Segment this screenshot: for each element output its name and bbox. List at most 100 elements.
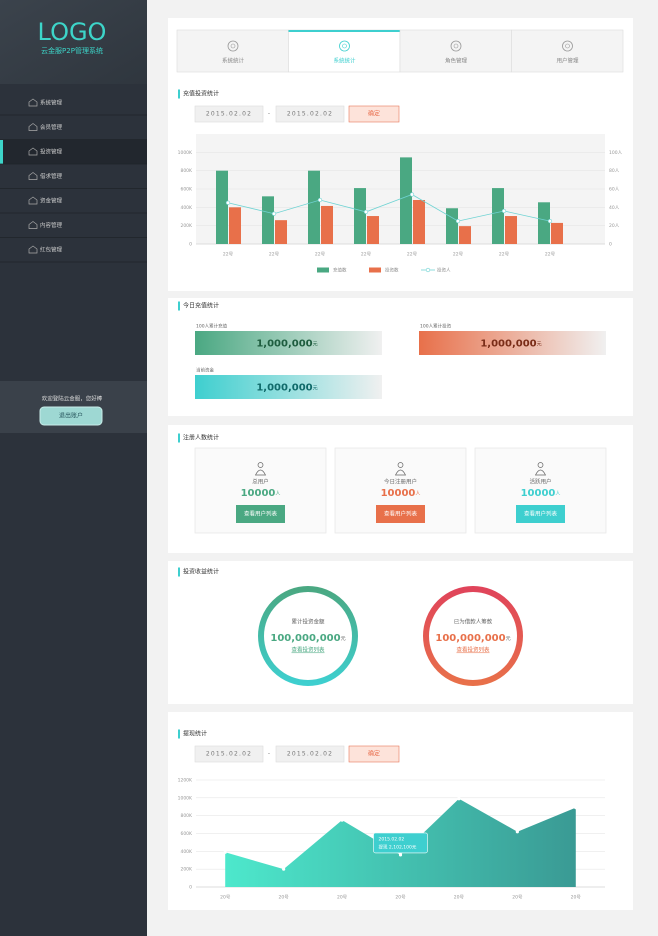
income-unit: 元	[341, 636, 346, 642]
date-value[interactable]: 2015.02.02	[287, 111, 333, 118]
confirm-button[interactable]	[348, 105, 400, 123]
user-label: 今日注册用户	[384, 478, 417, 486]
income-ring	[258, 586, 358, 686]
stat-bar	[419, 331, 606, 355]
welcome: 欢迎登陆云金服，您好棒	[42, 395, 103, 403]
count-number: 10000	[521, 488, 556, 499]
bar	[492, 188, 504, 244]
tab-icon	[450, 40, 462, 52]
line-point	[271, 211, 277, 216]
tab-icon	[453, 43, 459, 49]
y-tick-label: 200K	[180, 867, 193, 873]
date-value[interactable]: 2015.02.02	[206, 751, 252, 758]
menu-icon	[28, 245, 38, 254]
income-amount: 100,000,000元	[435, 633, 510, 644]
list-button[interactable]	[236, 505, 285, 523]
sidebar-header	[0, 0, 147, 84]
menu-active-bg	[0, 140, 147, 164]
section-title: 提现统计	[183, 730, 207, 738]
x-tick-label: 22号	[361, 252, 372, 258]
tooltip	[373, 832, 428, 854]
date-input[interactable]	[194, 105, 264, 123]
bar	[321, 205, 333, 244]
income-amount: 100,000,000元	[270, 633, 345, 644]
list-button-label[interactable]: 查看用户列表	[244, 510, 278, 518]
user-count: 10000人	[521, 488, 561, 499]
bar	[400, 157, 412, 244]
menu-icon	[28, 147, 38, 156]
area	[225, 798, 576, 887]
user-label: 活跃用户	[529, 478, 551, 486]
section-title: 今日充值统计	[183, 302, 219, 310]
x-tick-label: 20号	[454, 895, 465, 901]
y2-tick-label: 40人	[609, 205, 620, 211]
income-number: 100,000,000	[435, 633, 505, 644]
stat-amount: 1,000,000元	[480, 339, 541, 350]
menu-item[interactable]: 资金管理	[40, 197, 63, 205]
y-tick-label: 800K	[180, 813, 193, 819]
date-input[interactable]	[275, 105, 345, 123]
stat-unit: 元	[537, 341, 542, 347]
menu-icon	[28, 172, 38, 180]
bar	[229, 207, 241, 244]
legend-swatch	[317, 267, 329, 273]
list-button-label[interactable]: 查看用户列表	[524, 510, 558, 518]
legend-label: 充值数	[333, 267, 347, 274]
income-number: 100,000,000	[270, 633, 340, 644]
count-number: 10000	[381, 488, 416, 499]
menu-icon	[28, 196, 38, 205]
tab-icon	[227, 40, 239, 52]
date-input[interactable]	[194, 745, 264, 763]
tooltip-date: 2015.02.02	[379, 836, 405, 842]
section-title: 投资收益统计	[183, 568, 219, 576]
section-marker	[178, 433, 180, 443]
stat-unit: 元	[313, 385, 318, 391]
list-button[interactable]	[516, 505, 565, 523]
menu-active-bar	[0, 140, 3, 164]
income-link[interactable]: 查看投资列表	[456, 646, 490, 654]
tab-icon	[339, 40, 350, 52]
x-tick-label: 20号	[220, 895, 231, 901]
bar	[367, 216, 379, 244]
legend-label: 投资数	[385, 267, 399, 274]
confirm-label[interactable]: 确定	[368, 750, 380, 758]
income-link[interactable]: 查看投资列表	[291, 646, 325, 654]
x-tick-label: 22号	[269, 252, 280, 258]
menu-item[interactable]: 借求管理	[40, 172, 63, 180]
date-value[interactable]: 2015.02.02	[206, 111, 252, 118]
menu-icon	[28, 221, 38, 229]
bar	[275, 220, 287, 244]
menu-item[interactable]: 内容管理	[40, 221, 63, 229]
menu-item[interactable]: 系统管理	[40, 99, 63, 107]
bar	[505, 216, 517, 244]
logout-button[interactable]	[39, 406, 103, 426]
menu-item[interactable]: 会员管理	[40, 123, 63, 131]
bar	[446, 208, 458, 244]
section-marker	[178, 567, 180, 577]
tab-label[interactable]: 用户管理	[556, 57, 579, 65]
list-button-label[interactable]: 查看用户列表	[384, 510, 418, 518]
stat-unit: 元	[313, 341, 318, 347]
user-icon	[257, 462, 264, 468]
line-point	[363, 209, 369, 215]
tab-label[interactable]: 系统统计	[333, 57, 356, 65]
x-tick-label: 20号	[279, 895, 290, 901]
tab-label[interactable]: 角色管理	[445, 57, 468, 65]
confirm-button[interactable]	[348, 745, 400, 763]
tab-label[interactable]: 系统统计	[222, 57, 245, 65]
menu-item[interactable]: 投资管理	[40, 148, 63, 156]
line-point	[225, 200, 231, 205]
line-point	[455, 218, 461, 224]
list-button[interactable]	[376, 505, 425, 523]
income-ring	[423, 586, 523, 686]
y2-tick-label: 60人	[609, 187, 620, 193]
menu-item[interactable]: 红包管理	[40, 246, 63, 254]
date-input[interactable]	[275, 745, 345, 763]
user-icon	[397, 462, 404, 468]
income-unit: 元	[506, 636, 511, 642]
logout-label[interactable]: 退出账户	[59, 412, 83, 420]
confirm-label[interactable]: 确定	[368, 110, 380, 118]
date-value[interactable]: 2015.02.02	[287, 751, 333, 758]
line	[227, 194, 551, 222]
stat-number: 1,000,000	[256, 383, 312, 394]
